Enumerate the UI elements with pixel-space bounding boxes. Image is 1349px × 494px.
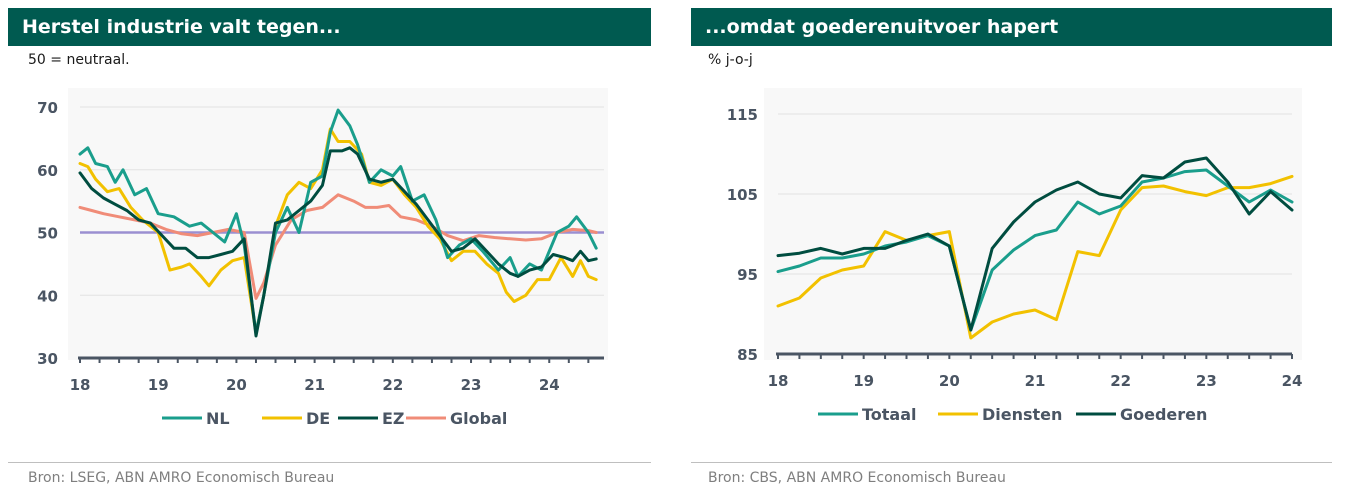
x-tick-label: 19 bbox=[148, 376, 169, 394]
line-chart-pmi: 30 40 50 60 70 18 19 20 21 22 23 24 NL DE EZ Global bbox=[37, 88, 608, 428]
chart-panel-right: ...omdat goederenuitvoer hapert % j-o-j … bbox=[688, 0, 1349, 494]
legend-label: Global bbox=[450, 409, 507, 428]
series-line-ez bbox=[78, 146, 598, 338]
y-tick-label: 30 bbox=[37, 350, 58, 368]
source-divider bbox=[691, 462, 1332, 463]
y-tick-label: 50 bbox=[37, 225, 58, 243]
chart-subtitle: % j-o-j bbox=[708, 52, 753, 68]
y-tick-label: 105 bbox=[727, 186, 758, 204]
series-line-diensten bbox=[776, 174, 1294, 340]
x-tick-label: 18 bbox=[70, 376, 91, 394]
series-line-totaal bbox=[776, 168, 1294, 332]
y-tick-label: 70 bbox=[37, 99, 58, 117]
x-tick-label: 18 bbox=[768, 372, 789, 390]
legend-label: EZ bbox=[382, 409, 405, 428]
x-tick-label: 20 bbox=[939, 372, 960, 390]
source-divider bbox=[8, 462, 651, 463]
series-line-global bbox=[78, 193, 598, 300]
y-tick-label: 60 bbox=[37, 162, 58, 180]
legend-label: Goederen bbox=[1120, 405, 1207, 424]
x-tick-label: 24 bbox=[539, 376, 560, 394]
x-tick-label: 21 bbox=[304, 376, 325, 394]
chart-source: Bron: LSEG, ABN AMRO Economisch Bureau bbox=[28, 470, 335, 486]
x-tick-label: 24 bbox=[1282, 372, 1303, 390]
x-tick-label: 21 bbox=[1025, 372, 1046, 390]
y-tick-label: 115 bbox=[727, 106, 758, 124]
legend-label: NL bbox=[206, 409, 230, 428]
y-tick-label: 40 bbox=[37, 287, 58, 305]
legend-label: DE bbox=[306, 409, 330, 428]
chart-title: ...omdat goederenuitvoer hapert bbox=[691, 8, 1332, 46]
line-chart-exports: 85 95 105 115 18 19 20 21 22 23 24 Totaal Diensten Go… bbox=[727, 88, 1303, 424]
legend-label: Diensten bbox=[982, 405, 1062, 424]
series-line-goederen bbox=[776, 156, 1294, 332]
x-tick-label: 19 bbox=[853, 372, 874, 390]
plot-area bbox=[764, 88, 1302, 360]
y-tick-label: 85 bbox=[737, 346, 758, 364]
x-tick-label: 22 bbox=[1110, 372, 1131, 390]
plot-area bbox=[68, 88, 608, 360]
y-tick-label: 95 bbox=[737, 266, 758, 284]
chart-source: Bron: CBS, ABN AMRO Economisch Bureau bbox=[708, 470, 1006, 486]
chart-title: Herstel industrie valt tegen... bbox=[8, 8, 651, 46]
series-line-nl bbox=[78, 108, 598, 335]
chart-subtitle: 50 = neutraal. bbox=[28, 52, 130, 68]
x-tick-label: 23 bbox=[1196, 372, 1217, 390]
x-tick-label: 22 bbox=[382, 376, 403, 394]
chart-panel-left: Herstel industrie valt tegen... 50 = neu… bbox=[0, 0, 660, 494]
x-tick-label: 20 bbox=[226, 376, 247, 394]
legend-label: Totaal bbox=[862, 405, 917, 424]
x-tick-label: 23 bbox=[461, 376, 482, 394]
series-line-de bbox=[78, 127, 598, 335]
